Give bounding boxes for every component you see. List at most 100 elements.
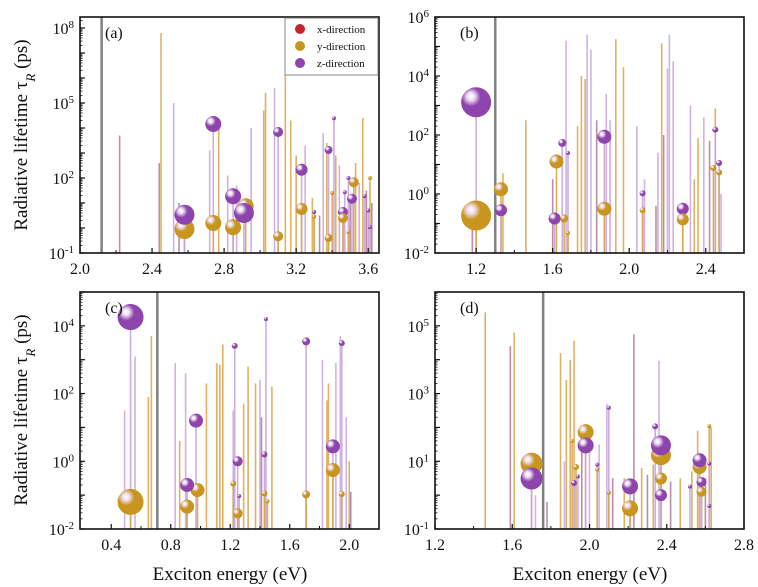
sphere-point-z <box>263 317 268 322</box>
sphere-point-z <box>577 437 594 454</box>
plot-frame <box>79 291 380 530</box>
sphere-point-y <box>337 213 348 223</box>
panel-c: 0.4 0.8 1.2 1.6 2.0 10-2 100 102 104 (c) <box>49 291 380 554</box>
y-tick-label: 102 <box>408 126 430 145</box>
sphere-point-z <box>652 423 659 430</box>
sphere-point-y <box>577 424 594 441</box>
x-tick-label: 0.4 <box>101 537 121 554</box>
sphere-point-z <box>331 116 336 121</box>
sphere-point-z <box>367 225 372 230</box>
sphere-point-y <box>190 483 205 498</box>
sphere-point-z <box>231 342 238 349</box>
sphere-point-y <box>302 490 311 499</box>
sphere-point-z <box>324 146 333 154</box>
sphere-point-z <box>565 150 570 155</box>
sphere-point-z <box>707 461 712 466</box>
x-tick-label: 1.6 <box>543 261 563 278</box>
sphere-point-z <box>273 127 284 137</box>
sphere-point-z <box>558 138 567 147</box>
x-tick-label: 3.2 <box>286 261 306 278</box>
sphere-point-y <box>230 480 237 487</box>
y-tick-label: 10-1 <box>49 244 74 263</box>
sphere-point-z <box>237 494 242 499</box>
y-tick-label: 100 <box>408 185 430 204</box>
legend-label-y: y-direction <box>317 41 366 53</box>
sphere-point-z <box>338 340 345 347</box>
panel-label: (a) <box>105 25 123 42</box>
sphere-point-z <box>205 116 222 132</box>
sphere-point-z <box>346 193 357 204</box>
sphere-point-y <box>654 472 667 485</box>
sphere-point-z <box>189 413 204 428</box>
sphere-point-z <box>639 190 646 197</box>
sphere-point-z <box>571 479 578 486</box>
plot-area <box>484 292 712 529</box>
sphere-point-y <box>494 182 509 197</box>
sphere-point-z <box>366 208 371 213</box>
sphere-point-y <box>707 424 712 429</box>
y-tick-label: 105 <box>408 317 430 336</box>
x-tick-label: 2.0 <box>339 537 359 554</box>
x-tick-label: 2.0 <box>580 537 600 554</box>
sphere-point-y <box>312 214 317 219</box>
sphere-point-z <box>650 435 671 456</box>
sphere-point-z <box>712 126 719 133</box>
x-tick-label: 2.4 <box>142 261 162 278</box>
sphere-point-y <box>570 438 575 443</box>
sphere-point-y <box>330 191 335 195</box>
sphere-point-z <box>692 453 707 468</box>
sphere-point-y <box>225 219 242 236</box>
sphere-point-z <box>707 503 712 508</box>
sphere-point-z <box>225 188 242 205</box>
y-tick-label: 102 <box>53 169 75 188</box>
sphere-point-z <box>261 451 268 458</box>
x-tick-label: 2.0 <box>619 261 639 278</box>
x-tick-label: 3.6 <box>358 261 378 278</box>
sphere-point-z <box>654 489 667 502</box>
legend: x-direction y-direction z-direction <box>284 17 379 76</box>
panel-d: 1.2 1.6 2.0 2.4 2.8 10-1 101 103 105 (d) <box>404 291 754 554</box>
x-tick-label: 1.6 <box>280 537 300 554</box>
sphere-point-z <box>495 204 508 217</box>
x-tick-label: 1.2 <box>466 261 486 278</box>
legend-label-x: x-direction <box>317 24 366 36</box>
sphere-point-z <box>325 439 340 454</box>
sphere-point-z <box>233 203 254 223</box>
y-tick-label: 108 <box>53 19 75 38</box>
x-tick-label: 1.2 <box>425 537 445 554</box>
sphere-point-y <box>595 467 600 472</box>
x-tick-label: 2.0 <box>70 261 90 278</box>
y-tick-label: 100 <box>53 452 75 471</box>
y-axis-label-bottom: Radiative lifetime τR (ps) <box>11 314 38 505</box>
sphere-point-y <box>560 214 569 223</box>
panel-label: (c) <box>105 300 123 317</box>
sphere-point-y <box>716 169 723 176</box>
sphere-point-z <box>606 405 611 410</box>
sphere-point-y <box>324 234 333 242</box>
sphere-point-z <box>676 202 689 215</box>
sphere-point-z <box>461 87 492 118</box>
y-tick-label: 10-2 <box>404 244 429 263</box>
sphere-point-z <box>295 163 308 176</box>
sphere-point-z <box>597 129 612 144</box>
x-tick-label: 0.8 <box>161 537 181 554</box>
legend-marker-y <box>295 41 305 51</box>
panel-b: 1.2 1.6 2.0 2.4 10-2 100 102 104 106 (b) <box>404 8 745 278</box>
sphere-point-y <box>606 490 611 495</box>
sphere-point-z <box>595 462 600 467</box>
sphere-point-y <box>572 464 579 471</box>
sphere-point-y <box>622 500 639 517</box>
sphere-point-y <box>346 230 351 235</box>
sphere-point-y <box>696 486 707 497</box>
sphere-point-y <box>295 203 308 215</box>
sphere-point-y <box>348 177 359 188</box>
sphere-point-y <box>180 499 195 514</box>
sphere-point-z <box>302 337 311 346</box>
sphere-point-z <box>312 210 317 214</box>
sphere-point-y <box>565 230 570 235</box>
sphere-point-y <box>549 154 564 169</box>
sphere-point-z <box>716 160 723 167</box>
sphere-point-y <box>461 200 492 231</box>
sphere-point-z <box>362 194 367 199</box>
